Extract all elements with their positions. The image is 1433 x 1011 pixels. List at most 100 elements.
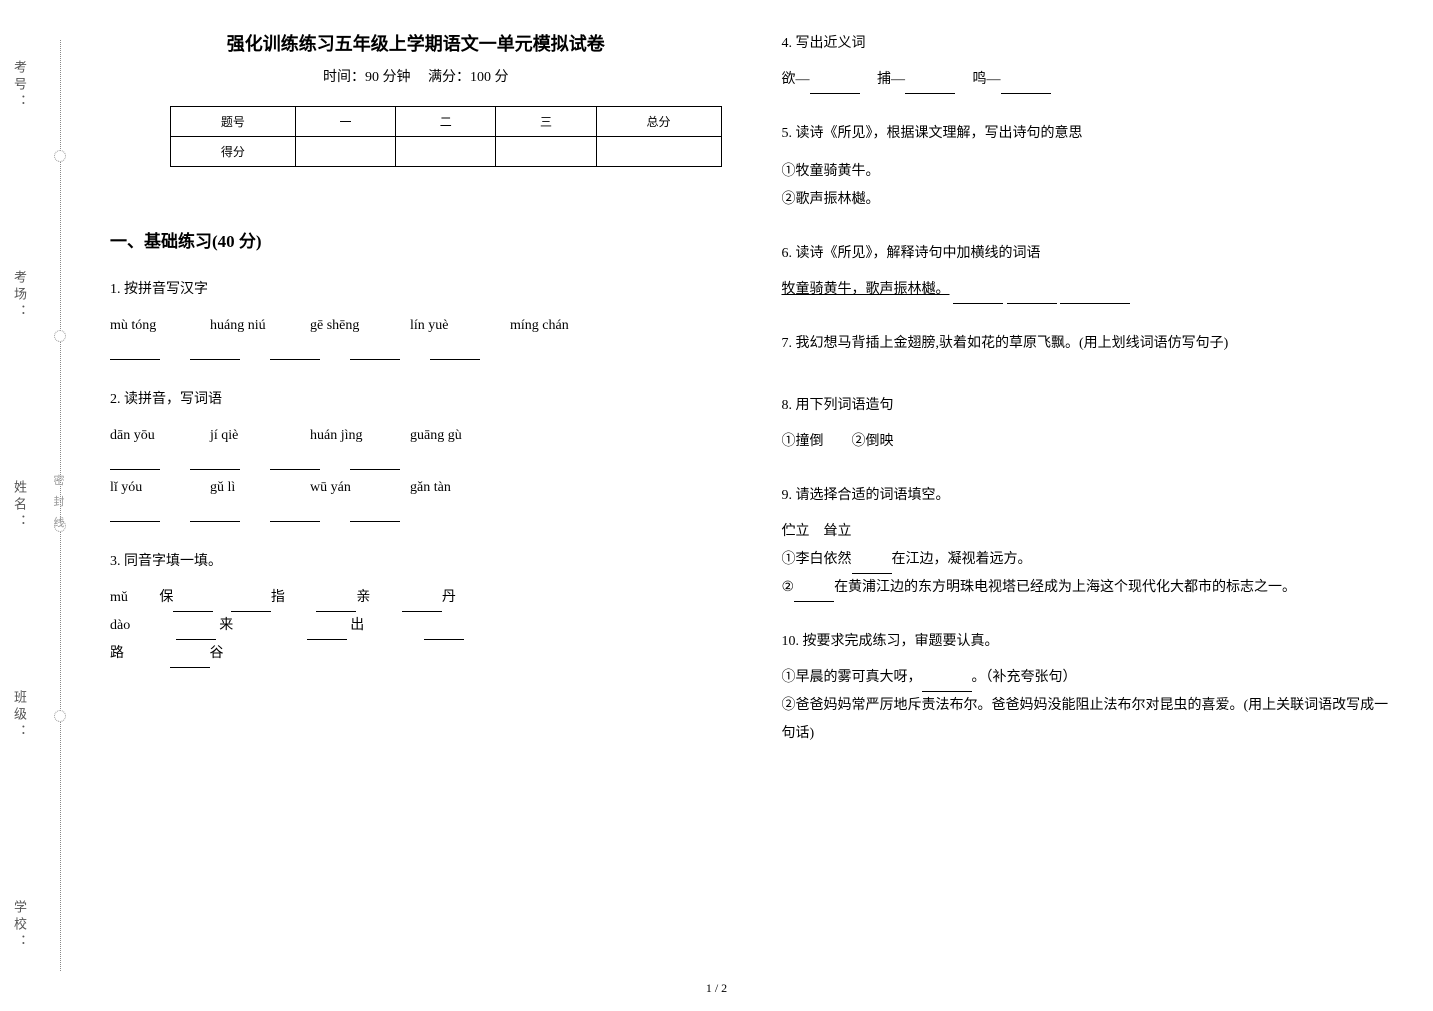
pinyin-item: míng chán (510, 312, 580, 340)
gutter-circle (54, 150, 66, 162)
pinyin-item: mù tóng (110, 312, 180, 340)
q3-gu: 谷 (210, 646, 224, 661)
q3-mu: mǔ (110, 590, 128, 605)
q3-chu: 出 (350, 618, 364, 633)
answer-blank (307, 624, 347, 640)
q2-label: 2. 读拼音，写词语 (110, 386, 722, 414)
question-1: 1. 按拼音写汉字 mù tóng huáng niú gē shēng lín… (110, 276, 722, 364)
q9-line2a: ② (782, 580, 795, 595)
answer-blank (316, 596, 356, 612)
pinyin-item: lín yuè (410, 312, 480, 340)
q9-line1: ①李白依然 在江边，凝视着远方。 (782, 546, 1394, 574)
question-7: 7. 我幻想马背插上金翅膀,驮着如花的草原飞飘。(用上划线词语仿写句子) (782, 330, 1394, 366)
pinyin-item: guāng gù (410, 422, 480, 450)
q2-blank1 (110, 454, 722, 470)
q3-label: 3. 同音字填一填。 (110, 548, 722, 576)
q9-line1a: ①李白依然 (782, 552, 852, 567)
q10-line2: ②爸爸妈妈常严厉地斥责法布尔。爸爸妈妈没能阻止法布尔对昆虫的喜爱。(用上关联词语… (782, 692, 1394, 748)
q3-bao: 保 (159, 590, 173, 605)
answer-blank (430, 344, 480, 360)
q3-qin: 亲 (356, 590, 370, 605)
answer-blank (190, 506, 240, 522)
question-9: 9. 请选择合适的词语填空。 伫立 耸立 ①李白依然在江边，凝视着远方。 ②在黄… (782, 482, 1394, 602)
q9-words: 伫立 耸立 (782, 518, 1394, 546)
answer-blank (270, 344, 320, 360)
answer-blank (170, 652, 210, 668)
answer-blank (190, 454, 240, 470)
q4-item: 捕— (877, 72, 905, 87)
q1-pinyin-row: mù tóng huáng niú gē shēng lín yuè míng … (110, 312, 722, 340)
question-6: 6. 读诗《所见》，解释诗句中加横线的词语 牧童骑黄牛，歌声振林樾。 (782, 240, 1394, 304)
q6-text-row: 牧童骑黄牛，歌声振林樾。 (782, 276, 1394, 304)
q3-line1: mǔ 保 指 亲 丹 (110, 584, 722, 612)
question-5: 5. 读诗《所见》，根据课文理解，写出诗句的意思 ①牧童骑黄牛。 ②歌声振林樾。 (782, 120, 1394, 214)
gutter-label-examno: 考号： (10, 60, 29, 111)
q9-line1b: 在江边，凝视着远方。 (892, 552, 1032, 567)
q4-label: 4. 写出近义词 (782, 30, 1394, 58)
q3-lai: 来 (219, 618, 233, 633)
question-3: 3. 同音字填一填。 mǔ 保 指 亲 丹 dào 来 出 路 (110, 548, 722, 668)
q10-label: 10. 按要求完成练习，审题要认真。 (782, 628, 1394, 656)
q3-zhi: 指 (271, 590, 285, 605)
pinyin-item: jí qiè (210, 422, 280, 450)
answer-blank (231, 596, 271, 612)
pinyin-item: gē shēng (310, 312, 380, 340)
left-column: 强化训练练习五年级上学期语文一单元模拟试卷 时间：90 分钟 满分：100 分 … (110, 30, 722, 991)
q4-items: 欲— 捕— 鸣— (782, 66, 1394, 94)
q9-line2b: 在黄浦江边的东方明珠电视塔已经成为上海这个现代化大都市的标志之一。 (834, 580, 1296, 595)
table-row: 得分 (171, 137, 722, 167)
gutter-label-name: 姓名： (10, 480, 29, 531)
right-column: 4. 写出近义词 欲— 捕— 鸣— 5. 读诗《所见》，根据课文理解，写出诗句的… (782, 30, 1394, 991)
q3-lu: 路 (110, 646, 124, 661)
answer-blank (794, 586, 834, 602)
q3-line2: dào 来 出 (110, 612, 722, 640)
answer-blank (110, 454, 160, 470)
q2-row1: dān yōu jí qiè huán jìng guāng gù (110, 422, 722, 450)
answer-blank (176, 624, 216, 640)
answer-blank (110, 344, 160, 360)
score-table: 题号 一 二 三 总分 得分 (170, 106, 722, 167)
answer-blank (270, 506, 320, 522)
th-col: 一 (295, 107, 395, 137)
pinyin-item: huán jìng (310, 422, 380, 450)
exam-title: 强化训练练习五年级上学期语文一单元模拟试卷 (110, 30, 722, 56)
th-col: 三 (496, 107, 596, 137)
answer-blank (424, 624, 464, 640)
answer-blank (905, 78, 955, 94)
q4-item: 欲— (782, 72, 810, 87)
pinyin-item: dān yōu (110, 422, 180, 450)
answer-blank (402, 596, 442, 612)
q3-dao: dào (110, 618, 130, 633)
answer-blank (350, 506, 400, 522)
pinyin-item: huáng niú (210, 312, 280, 340)
answer-blank (350, 344, 400, 360)
q10-line1: ①早晨的雾可真大呀， 。（补充夸张句） (782, 664, 1394, 692)
gutter-labels: 考号： 考场： 姓名： 班级： 学校： (10, 60, 29, 951)
answer-blank (953, 288, 1003, 304)
answer-blank (1060, 288, 1130, 304)
table-row: 题号 一 二 三 总分 (171, 107, 722, 137)
answer-blank (110, 506, 160, 522)
q5-line2: ②歌声振林樾。 (782, 186, 1394, 214)
pinyin-item: wū yán (310, 474, 380, 502)
q6-label: 6. 读诗《所见》，解释诗句中加横线的词语 (782, 240, 1394, 268)
q2-row2: lǐ yóu gǔ lì wū yán gǎn tàn (110, 474, 722, 502)
q10-line1b: 。（补充夸张句） (972, 670, 1077, 685)
gutter-label-class: 班级： (10, 690, 29, 741)
time-text: 时间：90 分钟 (323, 70, 411, 85)
answer-blank (1007, 288, 1057, 304)
q4-item: 鸣— (973, 72, 1001, 87)
answer-blank (852, 558, 892, 574)
page: 密封线 考号： 考场： 姓名： 班级： 学校： 强化训练练习五年级上学期语文一单… (0, 0, 1433, 1011)
answer-blank (173, 596, 213, 612)
td-blank (496, 137, 596, 167)
answer-blank (922, 676, 972, 692)
question-4: 4. 写出近义词 欲— 捕— 鸣— (782, 30, 1394, 94)
q2-blank2 (110, 506, 722, 522)
q10-line1a: ①早晨的雾可真大呀， (782, 670, 922, 685)
th-col: 二 (396, 107, 496, 137)
td-blank (596, 137, 721, 167)
pinyin-item: lǐ yóu (110, 474, 180, 502)
page-number: 1 / 2 (706, 981, 727, 996)
q5-line1: ①牧童骑黄牛。 (782, 158, 1394, 186)
